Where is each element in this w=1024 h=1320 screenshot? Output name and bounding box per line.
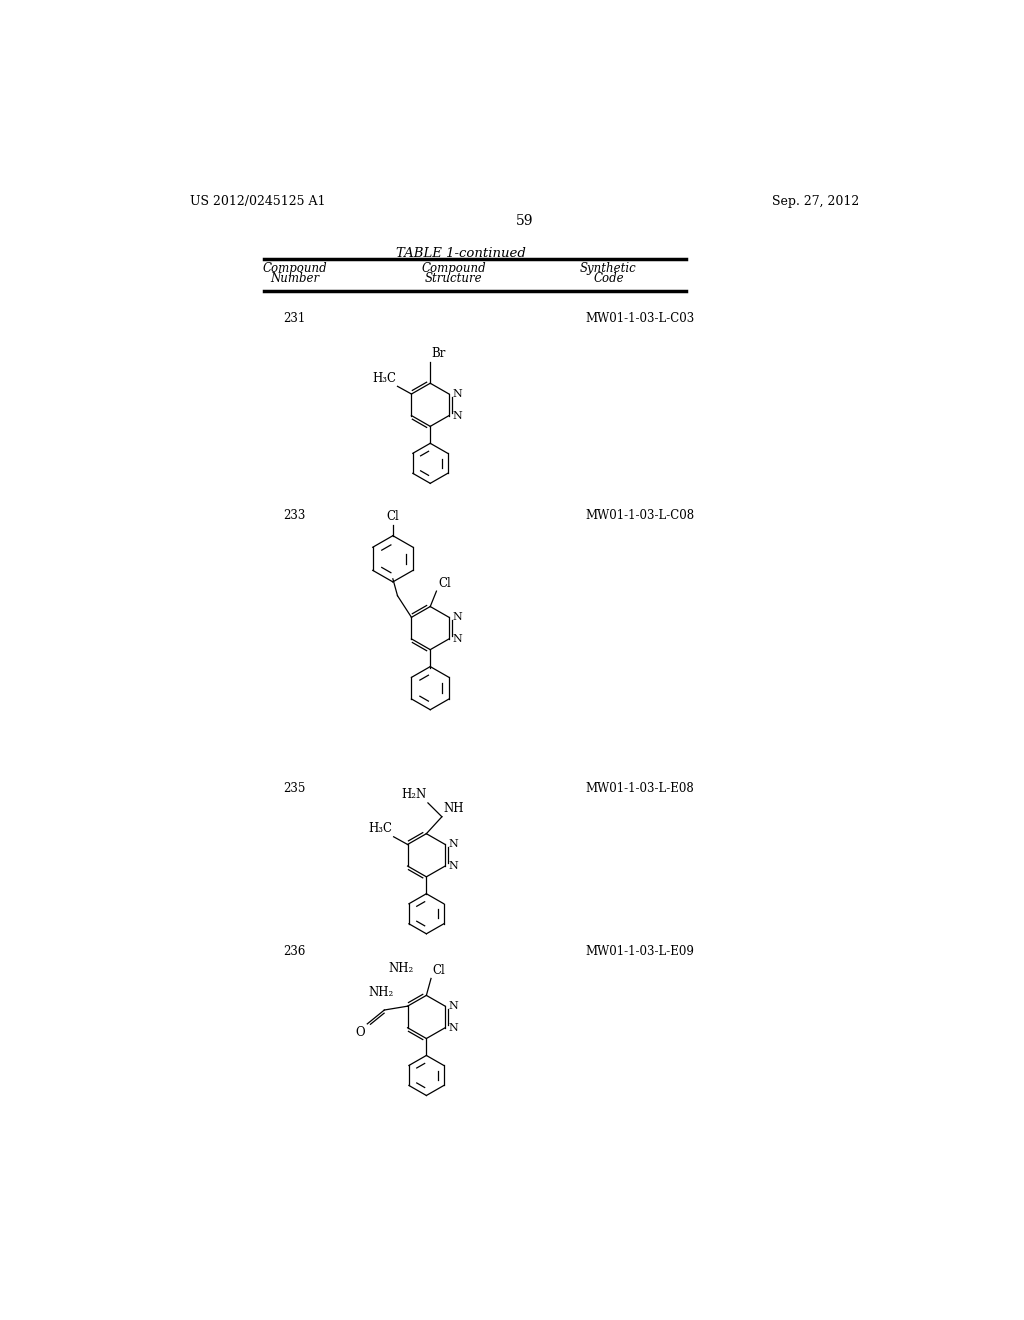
Text: Cl: Cl bbox=[438, 577, 451, 590]
Text: H₃C: H₃C bbox=[372, 372, 396, 385]
Text: 59: 59 bbox=[516, 214, 534, 228]
Text: 231: 231 bbox=[283, 313, 305, 326]
Text: NH₂: NH₂ bbox=[389, 962, 414, 975]
Text: 236: 236 bbox=[283, 945, 305, 958]
Text: N: N bbox=[449, 1001, 458, 1011]
Text: Cl: Cl bbox=[432, 964, 445, 977]
Text: TABLE 1-continued: TABLE 1-continued bbox=[396, 247, 526, 260]
Text: Br: Br bbox=[432, 347, 446, 360]
Text: MW01-1-03-L-C08: MW01-1-03-L-C08 bbox=[586, 508, 694, 521]
Text: NH₂: NH₂ bbox=[369, 986, 394, 999]
Text: 233: 233 bbox=[283, 508, 305, 521]
Text: Number: Number bbox=[270, 272, 319, 285]
Text: N: N bbox=[453, 411, 462, 421]
Text: MW01-1-03-L-C03: MW01-1-03-L-C03 bbox=[586, 313, 694, 326]
Text: 235: 235 bbox=[283, 781, 305, 795]
Text: N: N bbox=[453, 634, 462, 644]
Text: H₂N: H₂N bbox=[401, 788, 426, 801]
Text: MW01-1-03-L-E09: MW01-1-03-L-E09 bbox=[586, 945, 694, 958]
Text: Structure: Structure bbox=[425, 272, 482, 285]
Text: NH: NH bbox=[443, 803, 464, 816]
Text: Compound: Compound bbox=[262, 261, 327, 275]
Text: N: N bbox=[449, 861, 458, 871]
Text: Cl: Cl bbox=[386, 511, 399, 524]
Text: H₃C: H₃C bbox=[368, 822, 392, 836]
Text: Sep. 27, 2012: Sep. 27, 2012 bbox=[772, 195, 859, 209]
Text: Synthetic: Synthetic bbox=[581, 261, 637, 275]
Text: N: N bbox=[453, 612, 462, 622]
Text: US 2012/0245125 A1: US 2012/0245125 A1 bbox=[190, 195, 326, 209]
Text: N: N bbox=[449, 840, 458, 850]
Text: Code: Code bbox=[593, 272, 624, 285]
Text: O: O bbox=[355, 1026, 365, 1039]
Text: N: N bbox=[449, 1023, 458, 1032]
Text: MW01-1-03-L-E08: MW01-1-03-L-E08 bbox=[586, 781, 694, 795]
Text: N: N bbox=[453, 389, 462, 399]
Text: Compound: Compound bbox=[421, 261, 485, 275]
